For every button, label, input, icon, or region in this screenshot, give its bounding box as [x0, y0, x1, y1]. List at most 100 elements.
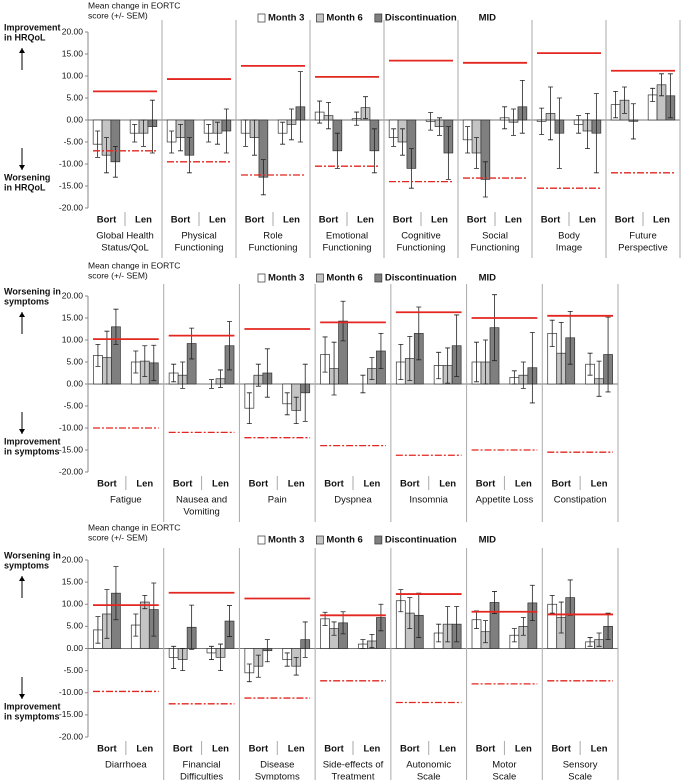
group-label: Len — [439, 744, 456, 755]
error-bar — [465, 126, 471, 154]
error-bar — [133, 613, 139, 637]
legend-swatch — [257, 273, 266, 283]
panel-title: Functioning — [322, 243, 371, 254]
error-bar — [289, 108, 294, 141]
panel-title: Functioning — [174, 243, 223, 254]
y-tick-label: 5.00 — [66, 92, 83, 102]
error-bar — [511, 108, 516, 136]
y-tick-label: -10.00 — [59, 158, 83, 168]
arrow-head — [19, 165, 25, 170]
error-bar — [587, 352, 593, 376]
legend-swatch — [374, 13, 383, 23]
error-bar — [354, 111, 360, 126]
error-bar — [171, 363, 177, 383]
y-tick-label: 0.00 — [66, 643, 83, 653]
group-label: Bort — [324, 744, 344, 755]
panel-title: Fatigue — [110, 495, 142, 506]
legend-label: Month 6 — [326, 13, 362, 24]
error-bar — [132, 124, 138, 143]
error-bar — [482, 161, 488, 198]
y-axis-label: score (+/- SEM) — [88, 532, 148, 542]
y-tick-label: 15.00 — [62, 48, 84, 58]
error-bar — [218, 369, 223, 388]
annotation: in symptoms — [4, 446, 60, 456]
error-bar — [227, 605, 232, 637]
error-bar — [255, 654, 261, 678]
error-bar — [317, 100, 323, 124]
error-bar — [151, 582, 157, 637]
error-bar — [483, 620, 488, 644]
error-bar — [171, 645, 177, 669]
legend-swatch — [257, 13, 266, 23]
arrow-head — [19, 429, 25, 434]
annotation: Worsening in — [4, 286, 61, 296]
panel-title: Disease — [260, 760, 294, 771]
group-label: Bort — [319, 215, 339, 226]
panel-title: Functioning — [248, 243, 297, 254]
error-bar — [630, 103, 636, 140]
group-label: Bort — [400, 744, 420, 755]
group-label: Bort — [249, 479, 269, 490]
group-label: Bort — [467, 215, 487, 226]
error-bar — [492, 591, 497, 614]
annotation: Improvement — [4, 436, 61, 446]
legend-label: Discontinuation — [385, 13, 457, 24]
panel-title: Pain — [268, 495, 287, 506]
panel-title: Emotional — [326, 231, 368, 242]
y-tick-label: -10.00 — [59, 422, 83, 432]
y-tick-label: 10.00 — [62, 334, 84, 344]
group-label: Bort — [249, 744, 269, 755]
panel-title: Side-effects of — [323, 760, 384, 771]
error-bar — [284, 392, 290, 416]
error-bar — [558, 601, 564, 634]
error-bar — [180, 361, 186, 389]
annotation: Worsening in — [4, 550, 61, 560]
group-label: Len — [212, 479, 229, 490]
error-bar — [360, 374, 366, 394]
annotation: symptoms — [4, 560, 49, 570]
error-bar — [246, 392, 252, 424]
y-axis-label: score (+/- SEM) — [88, 10, 148, 20]
group-label: Bort — [171, 215, 191, 226]
y-tick-label: 0.00 — [66, 114, 83, 124]
group-label: Len — [136, 479, 153, 490]
error-bar — [331, 621, 337, 636]
error-bar — [454, 606, 460, 643]
y-tick-label: -20.00 — [59, 202, 83, 212]
error-bar — [209, 645, 214, 660]
error-bar — [227, 321, 232, 371]
legend-label: MID — [479, 273, 497, 284]
error-bar — [511, 628, 517, 643]
error-bar — [113, 566, 119, 621]
error-bar — [133, 350, 139, 374]
panel-title: Social — [482, 231, 508, 242]
panel-title: Functioning — [396, 243, 445, 254]
error-bar — [255, 363, 261, 387]
error-bar — [302, 621, 308, 658]
error-bar — [520, 617, 526, 636]
error-bar — [400, 128, 405, 156]
legend-swatch — [374, 535, 383, 545]
error-bar — [252, 119, 257, 156]
error-bar — [215, 121, 220, 145]
error-bar — [371, 128, 377, 174]
error-bar — [178, 124, 183, 152]
error-bar — [613, 91, 619, 119]
group-label: Bort — [541, 215, 561, 226]
group-label: Len — [212, 744, 229, 755]
error-bar — [326, 102, 331, 130]
y-tick-label: 20.00 — [62, 290, 84, 300]
error-bar — [436, 623, 442, 643]
error-bar — [189, 604, 195, 650]
legend-label: Month 6 — [326, 535, 362, 546]
error-bar — [454, 314, 460, 377]
panel-title: Functioning — [470, 243, 519, 254]
panel-title: Status/QoL — [101, 243, 149, 254]
group-label: Bort — [97, 215, 117, 226]
group-label: Len — [209, 215, 226, 226]
error-bar — [206, 124, 212, 143]
y-tick-label: 10.00 — [62, 599, 84, 609]
error-bar — [284, 652, 290, 667]
y-tick-label: -15.00 — [59, 444, 83, 454]
error-bar — [407, 336, 413, 381]
